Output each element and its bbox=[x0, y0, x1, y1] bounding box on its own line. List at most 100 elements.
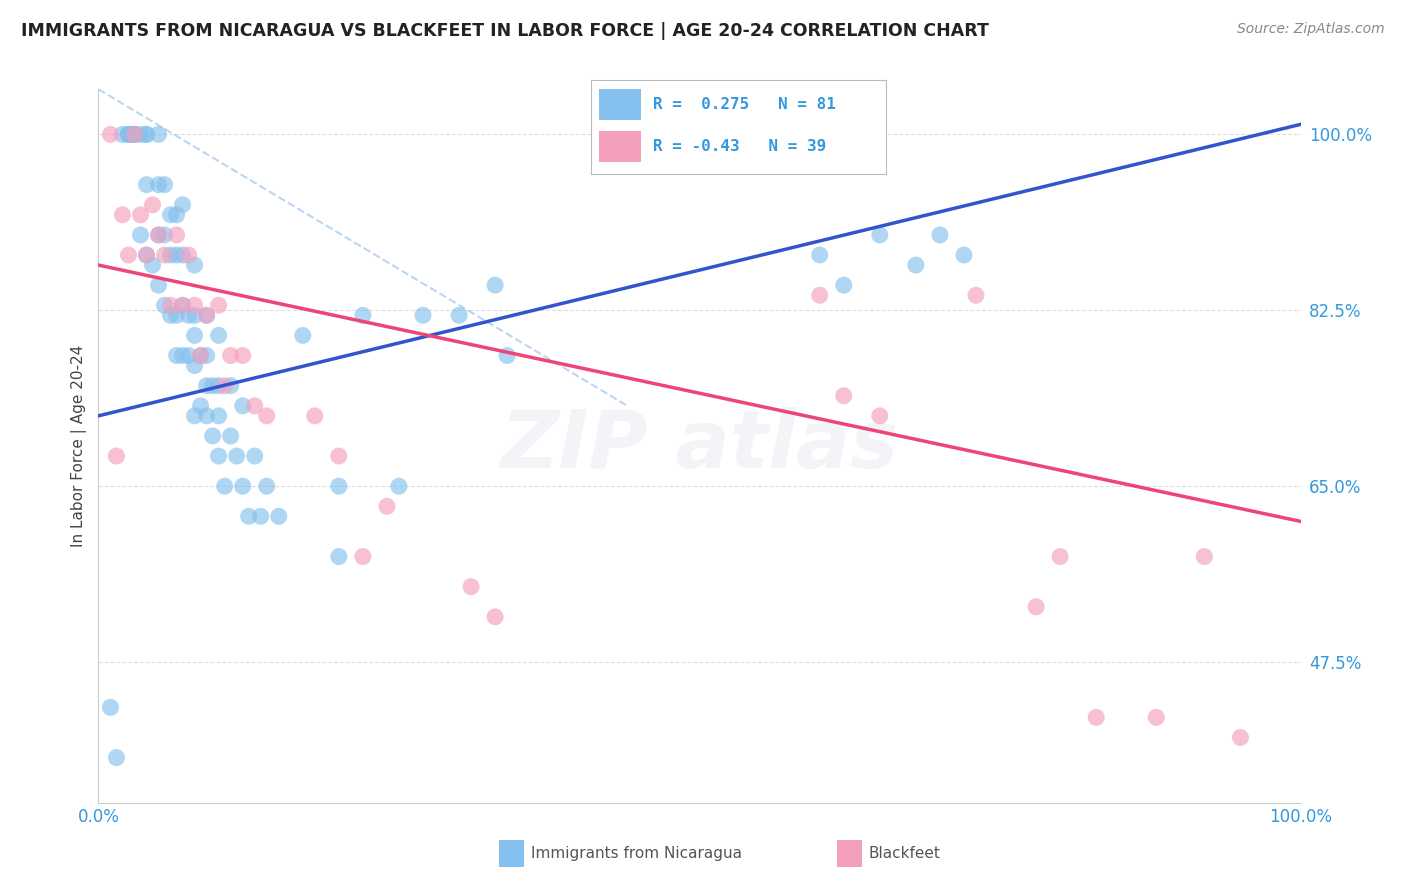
Point bbox=[148, 227, 170, 242]
Point bbox=[159, 208, 181, 222]
Point bbox=[177, 349, 200, 363]
Point bbox=[135, 128, 157, 142]
Point bbox=[159, 248, 181, 262]
Point bbox=[208, 409, 231, 423]
FancyBboxPatch shape bbox=[599, 131, 641, 161]
Point bbox=[141, 198, 163, 212]
Point bbox=[190, 349, 212, 363]
Point bbox=[352, 309, 374, 323]
Point bbox=[291, 328, 314, 343]
Point bbox=[148, 178, 170, 192]
Point bbox=[965, 288, 987, 302]
Point bbox=[129, 208, 152, 222]
Point bbox=[484, 278, 506, 293]
Point bbox=[124, 128, 146, 142]
Point bbox=[183, 359, 205, 373]
Text: Blackfeet: Blackfeet bbox=[869, 847, 941, 861]
Point bbox=[238, 509, 260, 524]
Point bbox=[172, 198, 194, 212]
Point bbox=[105, 449, 128, 463]
Point bbox=[117, 128, 139, 142]
Point bbox=[953, 248, 976, 262]
Point bbox=[195, 409, 218, 423]
Point bbox=[148, 128, 170, 142]
Point bbox=[243, 449, 266, 463]
Point bbox=[100, 700, 122, 714]
Point bbox=[135, 128, 157, 142]
Point bbox=[135, 248, 157, 262]
Point bbox=[172, 349, 194, 363]
Point bbox=[869, 227, 891, 242]
Point bbox=[208, 328, 231, 343]
Point bbox=[166, 208, 188, 222]
Point bbox=[121, 128, 143, 142]
Point bbox=[129, 227, 152, 242]
Point bbox=[166, 227, 188, 242]
Point bbox=[328, 479, 350, 493]
Point bbox=[166, 349, 188, 363]
Point bbox=[177, 248, 200, 262]
Text: Immigrants from Nicaragua: Immigrants from Nicaragua bbox=[531, 847, 742, 861]
Point bbox=[1229, 731, 1251, 745]
Point bbox=[190, 399, 212, 413]
Point bbox=[195, 349, 218, 363]
Point bbox=[214, 479, 236, 493]
Point bbox=[904, 258, 927, 272]
Point bbox=[219, 349, 242, 363]
Point bbox=[1049, 549, 1071, 564]
Point bbox=[352, 549, 374, 564]
Point bbox=[183, 258, 205, 272]
Point bbox=[832, 389, 855, 403]
Point bbox=[135, 178, 157, 192]
Point bbox=[153, 227, 176, 242]
Point bbox=[1144, 710, 1167, 724]
Text: R =  0.275   N = 81: R = 0.275 N = 81 bbox=[652, 96, 835, 112]
Point bbox=[117, 248, 139, 262]
Point bbox=[195, 309, 218, 323]
Point bbox=[111, 128, 134, 142]
Point bbox=[190, 349, 212, 363]
Text: ZIP atlas: ZIP atlas bbox=[501, 407, 898, 485]
Point bbox=[243, 399, 266, 413]
Point bbox=[304, 409, 326, 423]
Point bbox=[1194, 549, 1216, 564]
Point bbox=[808, 248, 831, 262]
Text: R = -0.43   N = 39: R = -0.43 N = 39 bbox=[652, 139, 825, 153]
Point bbox=[195, 309, 218, 323]
Point bbox=[201, 429, 224, 443]
Point bbox=[141, 258, 163, 272]
Point bbox=[172, 298, 194, 312]
Point bbox=[256, 479, 278, 493]
Point bbox=[232, 399, 254, 413]
Point bbox=[1085, 710, 1108, 724]
Point bbox=[153, 178, 176, 192]
Point bbox=[117, 128, 139, 142]
Point bbox=[267, 509, 290, 524]
Point bbox=[148, 227, 170, 242]
Point bbox=[153, 298, 176, 312]
Point bbox=[375, 500, 398, 514]
Point bbox=[124, 128, 146, 142]
Point bbox=[208, 449, 231, 463]
Point bbox=[869, 409, 891, 423]
Point bbox=[496, 349, 519, 363]
Point bbox=[208, 298, 231, 312]
Point bbox=[183, 409, 205, 423]
Y-axis label: In Labor Force | Age 20-24: In Labor Force | Age 20-24 bbox=[72, 345, 87, 547]
Point bbox=[135, 248, 157, 262]
Point bbox=[183, 309, 205, 323]
Point bbox=[100, 128, 122, 142]
Point bbox=[111, 208, 134, 222]
Point bbox=[249, 509, 271, 524]
Point bbox=[172, 298, 194, 312]
Point bbox=[201, 378, 224, 392]
Point bbox=[208, 378, 231, 392]
Point bbox=[124, 128, 146, 142]
Point bbox=[225, 449, 247, 463]
Point bbox=[388, 479, 411, 493]
Point bbox=[219, 429, 242, 443]
Point bbox=[183, 328, 205, 343]
Point bbox=[484, 610, 506, 624]
Point bbox=[153, 248, 176, 262]
Point bbox=[129, 128, 152, 142]
